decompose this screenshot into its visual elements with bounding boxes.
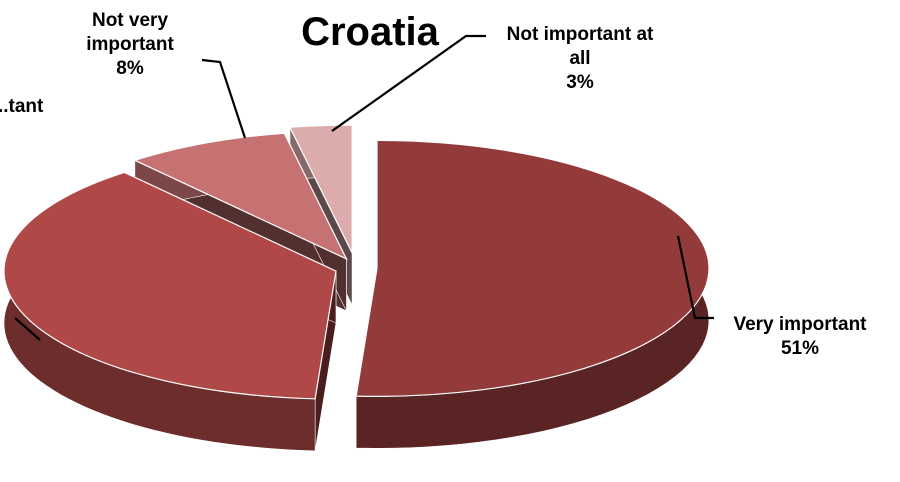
label-leaders — [14, 34, 714, 341]
pie-slice — [3, 171, 337, 400]
slice-label: ...tant — [0, 96, 44, 117]
slice-label: Very important 51% — [733, 314, 867, 359]
leader-line — [676, 235, 714, 320]
slice-label: Not important at all 3% — [507, 24, 654, 93]
slice-value-label: 8% — [116, 58, 144, 79]
pie-slice — [355, 139, 710, 397]
pie-slice — [289, 124, 353, 254]
leader-line — [201, 58, 247, 139]
slice-value-label: 3% — [566, 72, 594, 93]
leader-line — [14, 317, 41, 341]
slice-label: Not very important 8% — [86, 10, 174, 79]
pie-tops — [3, 124, 710, 400]
chart-title: Croatia — [301, 10, 440, 54]
slice-value-label: 51% — [781, 338, 819, 359]
leader-line — [331, 34, 486, 132]
pie-slice — [133, 132, 348, 261]
